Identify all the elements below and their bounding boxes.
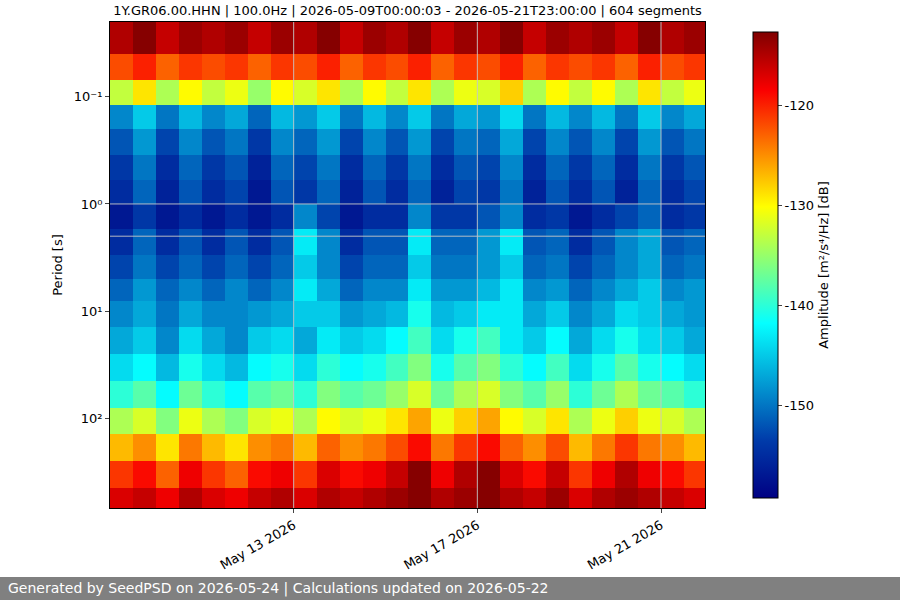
svg-text:10¹: 10¹ [81,304,103,319]
html-text:Generated by SeedPSD on 2026-0: Generated by SeedPSD on 2026-05-24 | Cal… [8,580,549,596]
svg-text:-150: -150 [785,398,815,413]
svg-text:May 17 2026: May 17 2026 [401,517,482,572]
svg-text:Amplitude [m²/s⁴/Hz] [dB]: Amplitude [m²/s⁴/Hz] [dB] [816,181,831,349]
svg-text:-120: -120 [785,98,815,113]
svg-text:10²: 10² [81,411,103,426]
svg-text:10⁰: 10⁰ [81,197,103,212]
svg-text:-140: -140 [785,298,815,313]
svg-text:May 13 2026: May 13 2026 [217,517,298,572]
svg-text:10⁻¹: 10⁻¹ [74,89,103,104]
svg-text:1Y.GR06.00.HHN | 100.0Hz | 202: 1Y.GR06.00.HHN | 100.0Hz | 2026-05-09T00… [113,3,702,18]
svg-text:-130: -130 [785,198,815,213]
svg-text:May 21 2026: May 21 2026 [585,517,666,572]
svg-text:Period [s]: Period [s] [50,234,65,296]
